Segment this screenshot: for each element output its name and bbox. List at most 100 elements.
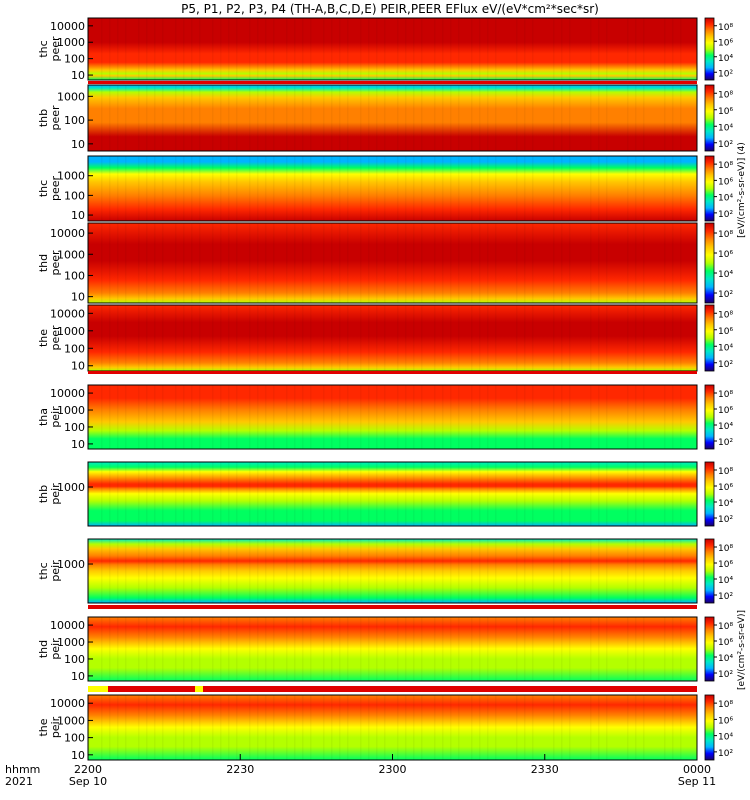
texture-stripe [323,462,325,526]
texture-stripe [434,462,436,526]
texture-stripe [368,462,370,526]
texture-stripe [524,617,526,681]
texture-stripe [191,305,193,371]
texture-stripe [162,617,164,681]
texture-stripe [175,305,177,371]
texture-stripe [117,462,119,526]
texture-stripe [302,223,304,303]
texture-stripe [598,539,600,603]
colorbar-tick-label: 10² [718,749,733,759]
texture-stripe [368,156,370,221]
texture-stripe [175,156,177,221]
texture-stripe [146,385,148,449]
texture-stripe [627,305,629,371]
texture-stripe [347,305,349,371]
texture-stripe [664,385,666,449]
y-axis-label-product: peir [49,638,62,660]
texture-stripe [458,462,460,526]
flag-bar [88,371,697,374]
colorbar-tick-label: 10² [718,592,733,602]
texture-stripe [212,18,214,80]
texture-stripe [487,85,489,151]
texture-stripe [236,85,238,151]
texture-stripe [347,385,349,449]
texture-stripe [339,462,341,526]
texture-stripe [109,385,111,449]
texture-stripe [516,85,518,151]
colorbar-tick-label: 10² [718,69,733,79]
texture-stripe [191,462,193,526]
texture-stripe [397,85,399,151]
texture-stripe [643,462,645,526]
texture-stripe [421,462,423,526]
texture-stripe [339,385,341,449]
flag-bar [88,605,697,609]
texture-stripe [191,539,193,603]
texture-stripe [109,223,111,303]
texture-stripe [450,695,452,760]
texture-stripe [199,539,201,603]
texture-stripe [434,305,436,371]
texture-stripe [479,223,481,303]
colorbar-unit-label: [eV/(cm²-s-sr-eV)] [737,610,747,690]
texture-stripe [88,18,90,80]
texture-stripe [101,539,103,603]
colorbar-tick-label: 10⁴ [718,123,733,133]
texture-stripe [310,462,312,526]
texture-stripe [125,617,127,681]
texture-stripe [635,539,637,603]
texture-stripe [553,156,555,221]
panel-tha-peir: 10000 1000 100 10 tha peir 10⁸ 10⁶ 10⁴ 10² [37,384,733,451]
texture-stripe [199,617,201,681]
texture-stripe [598,223,600,303]
texture-stripe [627,385,629,449]
texture-stripe [487,305,489,371]
texture-stripe [162,85,164,151]
y-tick-label: 10 [71,438,85,451]
texture-stripe [109,539,111,603]
colorbar-tick-label: 10² [718,140,733,150]
texture-stripe [561,156,563,221]
texture-stripe [664,305,666,371]
y-tick-label: 10000 [50,227,85,240]
texture-stripe [154,617,156,681]
texture-stripe [138,156,140,221]
texture-stripe [249,85,251,151]
texture-stripe [672,156,674,221]
texture-stripe [273,385,275,449]
texture-stripe [413,305,415,371]
texture-stripe [101,462,103,526]
texture-stripe [561,18,563,80]
texture-stripe [376,18,378,80]
texture-stripe [117,156,119,221]
texture-stripe [138,462,140,526]
texture-stripe [598,305,600,371]
texture-stripe [162,156,164,221]
texture-stripe [561,305,563,371]
x-tick-label: 0000 [683,763,711,776]
texture-stripe [212,539,214,603]
texture-stripe [109,305,111,371]
y-tick-label: 10 [71,69,85,82]
y-axis-label-probe: thb [37,109,50,127]
texture-stripe [191,385,193,449]
texture-stripe [384,539,386,603]
texture-stripe [257,462,259,526]
texture-stripe [101,156,103,221]
texture-stripe [442,156,444,221]
texture-stripe [236,223,238,303]
texture-stripe [125,695,127,760]
y-axis-label-product: peir [49,716,62,738]
texture-stripe [191,695,193,760]
colorbar-tick-label: 10⁸ [718,700,733,710]
texture-stripe [471,223,473,303]
texture-stripe [183,462,185,526]
texture-stripe [273,617,275,681]
texture-stripe [212,85,214,151]
texture-stripe [257,385,259,449]
y-tick-label: 1000 [57,714,85,727]
texture-stripe [146,462,148,526]
texture-stripe [360,223,362,303]
texture-stripe [339,695,341,760]
texture-stripe [553,223,555,303]
